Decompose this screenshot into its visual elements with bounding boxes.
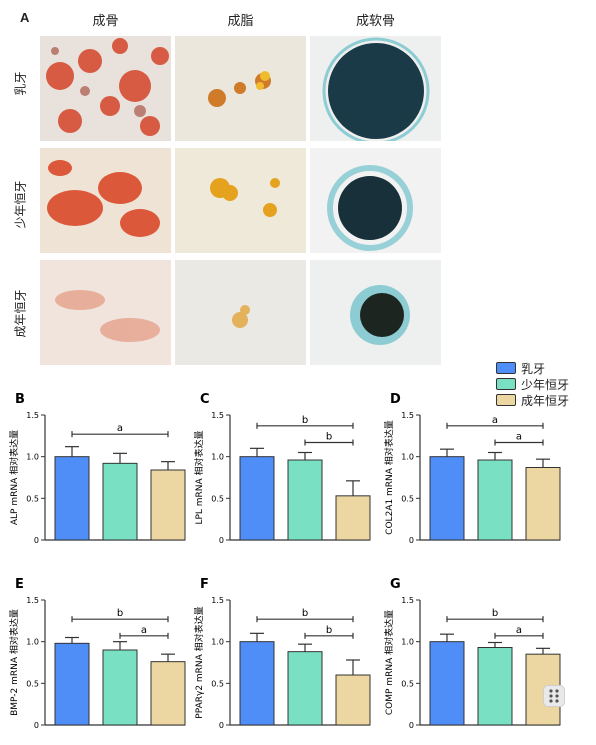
column-title-chondrogenic: 成软骨 bbox=[355, 14, 395, 29]
bar bbox=[477, 459, 513, 541]
panel-letter: B bbox=[15, 392, 25, 407]
micrograph-osteo-deciduous bbox=[40, 36, 171, 141]
y-tick-label: 0 bbox=[409, 536, 414, 545]
y-tick-label: 1.5 bbox=[211, 596, 224, 605]
y-tick-label: 0 bbox=[219, 536, 224, 545]
row-label-deciduous: 乳牙 bbox=[13, 71, 28, 96]
bar bbox=[429, 641, 465, 726]
significance-label: a bbox=[141, 625, 147, 636]
legend-label: 乳牙 bbox=[521, 361, 546, 376]
bar bbox=[239, 641, 275, 726]
legend-swatch bbox=[496, 394, 516, 406]
y-axis-label: COL2A1 mRNA 相对表达量 bbox=[383, 420, 395, 535]
bar bbox=[335, 495, 371, 541]
bar bbox=[477, 647, 513, 726]
row-label-young-permanent: 少年恒牙 bbox=[13, 180, 28, 229]
y-tick-label: 0 bbox=[219, 721, 224, 730]
y-tick-label: 0 bbox=[409, 721, 414, 730]
bar bbox=[525, 467, 561, 541]
legend-swatch bbox=[496, 378, 516, 390]
significance-label: b bbox=[302, 415, 308, 426]
y-tick-label: 1.0 bbox=[211, 453, 224, 462]
y-tick-label: 1.0 bbox=[26, 453, 39, 462]
panel-letter: C bbox=[200, 392, 210, 407]
bar bbox=[102, 649, 138, 726]
legend-item-deciduous: 乳牙 bbox=[496, 360, 569, 376]
column-title-osteogenic: 成骨 bbox=[92, 14, 119, 29]
y-tick-label: 0 bbox=[34, 721, 39, 730]
bar-charts: B 0 0.5 1.0 1.5 ALP mRNA 相对表达量 a C 0 0.5 1.0 1.5 LPL… bbox=[8, 392, 561, 730]
y-tick-label: 1.5 bbox=[26, 596, 39, 605]
legend-item-adult-permanent: 成年恒牙 bbox=[496, 392, 569, 408]
bar bbox=[54, 456, 90, 541]
significance-label: a bbox=[117, 423, 123, 434]
y-tick-label: 0.5 bbox=[401, 494, 414, 503]
micrograph-adipo-young bbox=[175, 148, 306, 253]
panel-letter: G bbox=[390, 577, 401, 592]
panel-letter: F bbox=[200, 577, 209, 592]
bar bbox=[335, 674, 371, 726]
significance-label: a bbox=[516, 432, 522, 443]
y-tick-label: 1.0 bbox=[401, 453, 414, 462]
bar bbox=[239, 456, 275, 541]
row-label-adult-permanent: 成年恒牙 bbox=[13, 289, 28, 338]
micrograph-chondro-adult bbox=[310, 260, 441, 365]
y-axis-label: ALP mRNA 相对表达量 bbox=[8, 430, 20, 525]
significance-label: a bbox=[516, 625, 522, 636]
drag-handle-icon[interactable] bbox=[543, 685, 565, 707]
panel-letter: D bbox=[390, 392, 401, 407]
bar bbox=[102, 462, 138, 541]
significance-label: b bbox=[326, 625, 332, 636]
bar bbox=[287, 651, 323, 726]
bar bbox=[287, 459, 323, 541]
legend-item-young-permanent: 少年恒牙 bbox=[496, 376, 569, 392]
y-tick-label: 0.5 bbox=[26, 679, 39, 688]
micrograph-osteo-young bbox=[40, 148, 171, 253]
panel-a-letter: A bbox=[20, 10, 30, 25]
bar bbox=[150, 661, 186, 726]
significance-label: a bbox=[492, 415, 498, 426]
micrograph-adipo-deciduous bbox=[175, 36, 306, 141]
y-tick-label: 1.5 bbox=[401, 596, 414, 605]
y-tick-label: 0 bbox=[34, 536, 39, 545]
micrograph-osteo-adult bbox=[40, 260, 171, 365]
y-axis-label: COMP mRNA 相对表达量 bbox=[383, 610, 395, 715]
y-tick-label: 0.5 bbox=[26, 494, 39, 503]
y-tick-label: 1.0 bbox=[401, 638, 414, 647]
micrograph-adipo-adult bbox=[175, 260, 306, 365]
legend-label: 成年恒牙 bbox=[521, 393, 570, 408]
panel-letter: E bbox=[15, 577, 24, 592]
y-axis-label: PPARγ2 mRNA 相对表达量 bbox=[193, 606, 205, 718]
y-tick-label: 1.5 bbox=[401, 411, 414, 420]
significance-label: b bbox=[302, 608, 308, 619]
bar bbox=[54, 642, 90, 726]
y-tick-label: 0.5 bbox=[211, 494, 224, 503]
column-title-adipogenic: 成脂 bbox=[227, 14, 254, 29]
chart-legend: 乳牙 少年恒牙 成年恒牙 bbox=[496, 360, 569, 408]
legend-label: 少年恒牙 bbox=[521, 377, 570, 392]
y-tick-label: 0.5 bbox=[211, 679, 224, 688]
y-axis-label: LPL mRNA 相对表达量 bbox=[193, 430, 205, 524]
micrograph-chondro-young bbox=[310, 148, 441, 253]
significance-label: b bbox=[326, 432, 332, 443]
bar bbox=[429, 456, 465, 541]
y-tick-label: 1.0 bbox=[211, 638, 224, 647]
y-tick-label: 1.5 bbox=[211, 411, 224, 420]
y-tick-label: 1.0 bbox=[26, 638, 39, 647]
bar bbox=[150, 469, 186, 541]
significance-label: b bbox=[492, 608, 498, 619]
y-tick-label: 1.5 bbox=[26, 411, 39, 420]
micrograph-chondro-deciduous bbox=[310, 36, 441, 141]
significance-label: b bbox=[117, 608, 123, 619]
y-axis-label: BMP-2 mRNA 相对表达量 bbox=[8, 609, 20, 716]
y-tick-label: 0.5 bbox=[401, 679, 414, 688]
legend-swatch bbox=[496, 362, 516, 374]
